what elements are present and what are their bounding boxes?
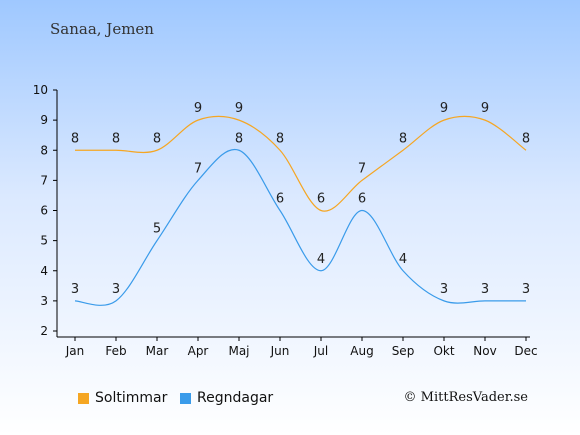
data-label-rain: 3 [112,282,120,297]
legend-item-sun: Soltimmar [78,390,167,406]
data-label-sun: 8 [399,131,407,146]
x-tick-label: Jun [270,344,290,358]
legend-label-sun: Soltimmar [95,390,168,406]
y-tick-label: 3 [40,294,48,308]
data-label-sun: 8 [153,131,161,146]
chart-title: Sanaa, Jemen [50,20,154,38]
copyright-text: © MittResVader.se [403,390,528,405]
x-tick-label: Mar [146,344,169,358]
x-tick-label: Nov [473,344,496,358]
series-line-sun [75,115,527,212]
legend-label-rain: Regndagar [197,390,274,406]
y-tick-label: 4 [40,264,48,278]
x-tick-label: Dec [514,344,537,358]
y-tick-label: 5 [40,234,48,248]
data-label-rain: 4 [317,252,325,267]
data-label-sun: 9 [194,101,202,116]
data-label-rain: 3 [440,282,448,297]
x-tick-label: Sep [392,344,415,358]
data-label-rain: 6 [358,192,366,207]
data-label-sun: 8 [112,131,120,146]
y-tick-label: 7 [40,173,48,187]
data-label-sun: 9 [235,101,243,116]
data-label-rain: 8 [235,131,243,146]
y-tick-label: 6 [40,204,48,218]
data-label-sun: 9 [440,101,448,116]
x-tick-label: Apr [188,344,209,358]
y-tick-label: 2 [40,324,48,338]
legend-item-rain: Regndagar [180,390,273,406]
data-label-sun: 8 [71,131,79,146]
data-label-sun: 7 [358,161,366,176]
data-label-rain: 6 [276,192,284,207]
data-label-rain: 3 [481,282,489,297]
series-line-rain [74,148,526,306]
y-tick-label: 8 [40,143,48,157]
data-label-sun: 6 [317,192,325,207]
data-label-rain: 3 [71,282,79,297]
data-label-rain: 7 [194,161,202,176]
x-tick-label: Feb [105,344,126,358]
x-tick-label: Jul [313,344,328,358]
x-tick-label: Maj [228,344,249,358]
x-tick-label: Aug [350,344,373,358]
y-tick-label: 10 [33,83,48,97]
x-tick-label: Okt [433,344,454,358]
legend-swatch-rain [180,392,191,404]
data-label-rain: 5 [153,222,161,237]
data-label-rain: 3 [522,282,530,297]
y-tick-label: 9 [40,113,48,127]
data-label-sun: 8 [522,131,530,146]
data-label-sun: 8 [276,131,284,146]
x-tick-label: Jan [65,344,85,358]
data-label-rain: 4 [399,252,407,267]
data-label-sun: 9 [481,101,489,116]
legend-swatch-sun [78,392,89,404]
